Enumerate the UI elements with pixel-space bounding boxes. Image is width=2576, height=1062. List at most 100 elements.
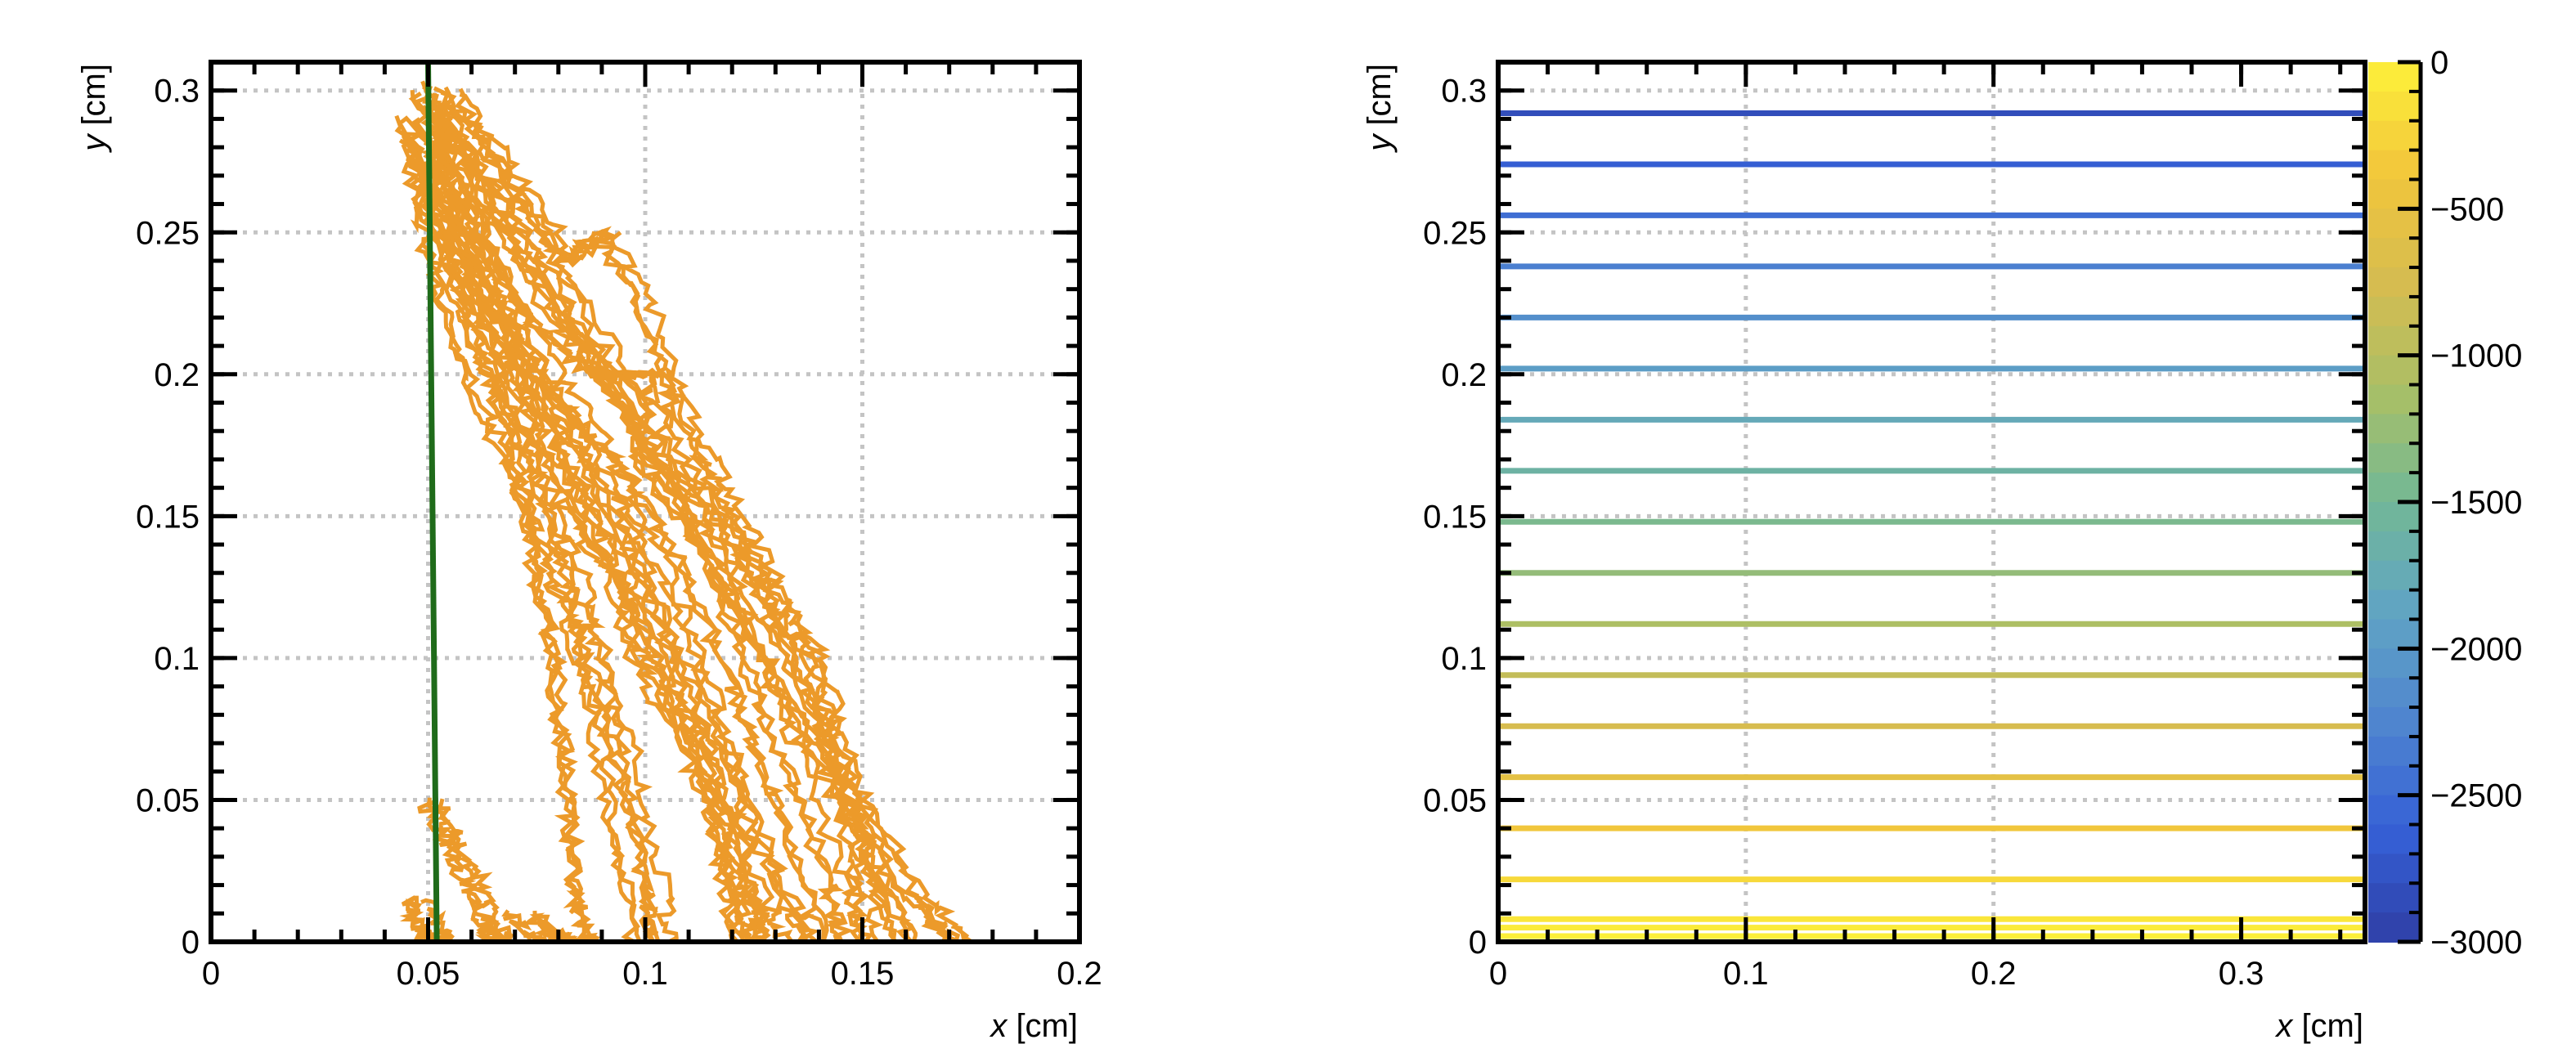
- left-grid: [211, 62, 1079, 942]
- left-y-axis-var: y: [76, 132, 112, 154]
- drift-path: [420, 898, 456, 942]
- left-y-tick-label: 0: [182, 925, 200, 961]
- left-y-tick-labels: 0 0.05 0.1 0.15 0.2 0.25 0.3: [136, 74, 200, 961]
- colorbar-band: [2368, 589, 2421, 621]
- left-y-tick-label: 0.2: [154, 357, 200, 393]
- right-x-axis-var: x: [2274, 1008, 2294, 1044]
- left-x-tick-label: 0: [202, 956, 220, 992]
- right-y-axis-unit: [cm]: [1362, 64, 1398, 135]
- left-y-tick-label: 0.05: [136, 782, 200, 818]
- left-x-axis-unit: [cm]: [1007, 1008, 1078, 1044]
- left-y-tick-label: 0.3: [154, 74, 200, 110]
- colorbar-band: [2368, 736, 2421, 767]
- drift-path: [427, 101, 868, 942]
- colorbar-band: [2368, 120, 2421, 151]
- colorbar-band: [2368, 824, 2421, 855]
- colorbar-tick-label: −2000: [2430, 631, 2522, 667]
- colorbar-band: [2368, 619, 2421, 650]
- colorbar-tick-label: −500: [2430, 191, 2504, 227]
- colorbar-band: [2368, 883, 2421, 914]
- colorbar-tick-label: −1500: [2430, 485, 2522, 521]
- colorbar-tick-label: −1000: [2430, 338, 2522, 374]
- drift-path: [501, 909, 564, 942]
- colorbar-band: [2368, 384, 2421, 415]
- left-y-axis-title: y [cm]: [76, 64, 112, 154]
- colorbar-band: [2368, 795, 2421, 826]
- right-x-axis-title: x [cm]: [2274, 1008, 2363, 1044]
- colorbar-band: [2368, 560, 2421, 591]
- right-contour-lines: [1498, 110, 2365, 939]
- drift-path: [433, 102, 810, 942]
- right-y-tick-label: 0.25: [1423, 215, 1487, 251]
- colorbar-tick-label: −2500: [2430, 778, 2522, 814]
- right-y-tick-label: 0.3: [1441, 74, 1487, 110]
- right-y-tick-label: 0: [1469, 925, 1487, 961]
- right-ticks: [1496, 60, 2365, 944]
- colorbar-band: [2368, 414, 2421, 445]
- right-y-axis-title: y [cm]: [1362, 64, 1398, 154]
- colorbar-band: [2368, 238, 2421, 269]
- drift-path: [394, 114, 640, 942]
- right-y-tick-label: 0.15: [1423, 499, 1487, 535]
- right-y-tick-label: 0.1: [1441, 641, 1487, 677]
- drift-path: [417, 129, 679, 942]
- right-grid: [1498, 62, 2365, 942]
- left-plot-frame: [209, 60, 1082, 944]
- colorbar-band: [2368, 502, 2421, 532]
- right-x-tick-label: 0.1: [1723, 956, 1769, 992]
- colorbar-band: [2368, 854, 2421, 885]
- colorbar-tick-label: −3000: [2430, 925, 2522, 961]
- colorbar-band: [2368, 91, 2421, 122]
- left-y-tick-label: 0.25: [136, 215, 200, 251]
- drift-path: [401, 143, 741, 942]
- left-x-axis-var: x: [989, 1008, 1008, 1044]
- colorbar-band: [2368, 267, 2421, 298]
- colorbar-band: [2368, 296, 2421, 327]
- colorbar-band: [2368, 355, 2421, 386]
- colorbar-band: [2368, 531, 2421, 562]
- right-y-axis-var: y: [1362, 132, 1398, 154]
- right-y-tick-label: 0.2: [1441, 357, 1487, 393]
- drift-path: [434, 798, 514, 942]
- drift-path: [424, 141, 826, 942]
- right-x-axis-unit: [cm]: [2292, 1008, 2363, 1044]
- colorbar-tick-labels: 0 −500 −1000 −1500 −2000 −2500 −3000: [2430, 45, 2522, 961]
- right-x-tick-label: 0.3: [2219, 956, 2264, 992]
- colorbar-tick-label: 0: [2430, 45, 2448, 81]
- left-x-axis-title: x [cm]: [989, 1008, 1078, 1044]
- right-x-tick-label: 0.2: [1971, 956, 2017, 992]
- right-plot-frame: [1496, 60, 2367, 944]
- colorbar-band: [2368, 912, 2421, 943]
- drift-path: [416, 171, 588, 942]
- colorbar-band: [2368, 765, 2421, 796]
- colorbar-band: [2368, 473, 2421, 503]
- left-y-tick-label: 0.1: [154, 641, 200, 677]
- colorbar-band: [2368, 179, 2421, 210]
- colorbar-band: [2368, 208, 2421, 240]
- drift-path: [451, 114, 973, 942]
- colorbar-band: [2368, 443, 2421, 474]
- left-x-tick-label: 0.15: [831, 956, 895, 992]
- colorbar-band: [2368, 150, 2421, 181]
- colorbar-band: [2368, 62, 2421, 92]
- drift-path: [410, 89, 855, 942]
- drift-path: [442, 98, 886, 942]
- colorbar-band: [2368, 707, 2421, 737]
- colorbar-band: [2368, 648, 2421, 679]
- drift-path: [398, 138, 806, 942]
- left-x-tick-label: 0.2: [1057, 956, 1102, 992]
- right-x-tick-labels: 0 0.1 0.2 0.3: [1489, 956, 2264, 992]
- right-x-tick-label: 0: [1489, 956, 1507, 992]
- reference-line: [425, 62, 440, 942]
- colorbar-band: [2368, 325, 2421, 356]
- drift-path: [399, 895, 439, 942]
- left-x-tick-labels: 0 0.05 0.1 0.15 0.2: [202, 956, 1102, 992]
- left-drift-paths: [394, 62, 973, 942]
- colorbar-band: [2368, 678, 2421, 709]
- colorbar: [2368, 60, 2423, 944]
- left-y-axis-unit: [cm]: [76, 64, 112, 135]
- left-y-tick-label: 0.15: [136, 499, 200, 535]
- left-x-tick-label: 0.05: [397, 956, 460, 992]
